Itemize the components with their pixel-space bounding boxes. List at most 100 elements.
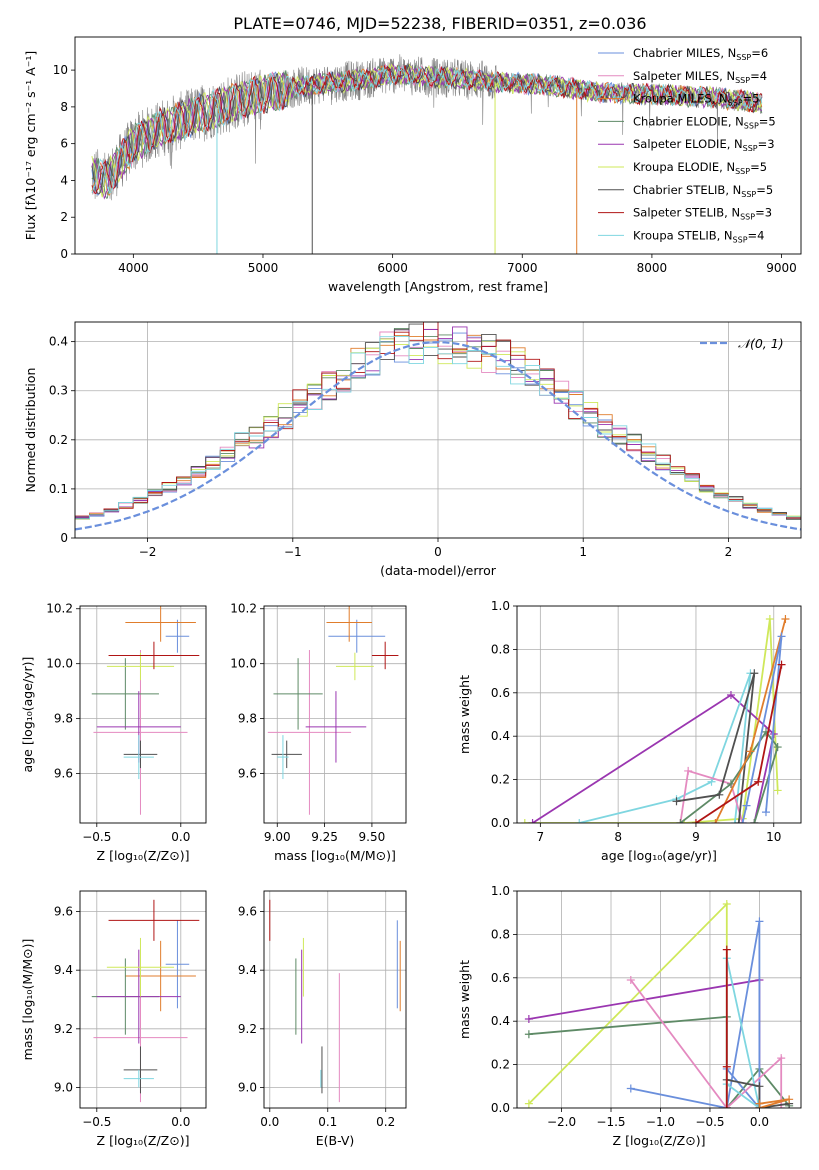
errorbar-point-salpeter_elodie xyxy=(305,691,367,763)
weight-marker xyxy=(750,819,759,823)
x-axis-label: mass [log₁₀(M/M⊙)] xyxy=(274,848,396,863)
y-tick-label: 9.0 xyxy=(54,1080,73,1094)
x-tick-label: 6000 xyxy=(377,261,408,275)
figure-title: PLATE=0746, MJD=52238, FIBERID=0351, z=0… xyxy=(233,14,646,33)
weight-marker xyxy=(715,790,724,799)
y-tick-label: 10.2 xyxy=(46,602,73,616)
y-tick-label: 0.4 xyxy=(491,729,510,743)
histogram-kroupa_stelib xyxy=(75,336,801,520)
y-tick-label: 0.4 xyxy=(491,1014,510,1028)
histogram-salpeter_stelib xyxy=(75,322,801,519)
y-tick-label: 8 xyxy=(60,100,68,114)
errorbar-point-chabrier_miles xyxy=(328,619,386,653)
legend-entry: Chabrier STELIB, NSSP=5 xyxy=(633,183,773,199)
errorbar-point-kroupa_stelib xyxy=(123,735,154,780)
y-tick-label: 6 xyxy=(60,137,68,151)
x-tick-label: 8000 xyxy=(637,261,668,275)
axes-ebv-mass: 0.0 0.1 0.2 9.0 9.2 9.4 9.6 E(B-V) xyxy=(238,890,407,1148)
weight-marker xyxy=(524,1099,533,1108)
weight-marker xyxy=(742,801,751,810)
weight-marker xyxy=(777,632,786,641)
x-tick-label: −1 xyxy=(284,545,302,559)
y-axis-label: Flux [fλ10⁻¹⁷ erg cm⁻² s⁻¹ A⁻¹] xyxy=(23,51,38,240)
weight-marker xyxy=(765,615,774,624)
legend-entry: Kroupa STELIB, NSSP=4 xyxy=(633,228,764,244)
axes-frame xyxy=(79,605,207,824)
x-tick-label: 9000 xyxy=(766,261,797,275)
plot-area xyxy=(264,891,406,1108)
y-axis-label: age [log₁₀(age/yr)] xyxy=(20,657,35,773)
plot-area xyxy=(80,891,206,1108)
y-tick-label: 10 xyxy=(53,63,68,77)
legend-entry: Chabrier ELODIE, NSSP=5 xyxy=(633,114,776,130)
y-tick-label: 9.8 xyxy=(54,712,73,726)
weight-marker xyxy=(755,1099,764,1108)
model-spectrum-salpeter_stelib xyxy=(91,64,763,195)
weight-marker xyxy=(754,777,763,786)
weight-line-chabrier_stelib xyxy=(676,673,756,823)
plot-area xyxy=(517,606,801,823)
legend-entry: Salpeter STELIB, NSSP=3 xyxy=(633,206,772,222)
x-tick-label: 9.50 xyxy=(359,830,386,844)
y-tick-label: 9.0 xyxy=(238,1080,257,1094)
y-tick-label: 9.8 xyxy=(238,712,257,726)
x-tick-label: 9.25 xyxy=(311,830,338,844)
y-tick-label: 0.1 xyxy=(49,482,68,496)
y-tick-label: 0.6 xyxy=(491,971,510,985)
errorbar-point-chabrier_miles xyxy=(165,920,190,1009)
weight-marker xyxy=(626,1084,635,1093)
x-tick-label: 10 xyxy=(766,830,781,844)
weight-marker xyxy=(520,819,529,823)
y-tick-label: 10.0 xyxy=(230,657,257,671)
weight-marker xyxy=(777,660,786,669)
axes-z-mass: −0.5 0.0 9.0 9.2 9.4 9.6 Z [log₁₀(Z/Z⊙)] mass [… xyxy=(20,890,207,1148)
axes-frame xyxy=(516,605,802,824)
weight-marker xyxy=(750,669,759,678)
y-tick-label: 1.0 xyxy=(491,884,510,898)
weight-marker xyxy=(755,917,764,926)
y-axis-label: mass [log₁₀(M/M⊙)] xyxy=(20,939,35,1061)
weight-marker xyxy=(781,615,790,624)
errorbar-point-salpeter_miles xyxy=(267,649,352,815)
y-tick-label: 0.8 xyxy=(491,642,510,656)
weight-marker xyxy=(773,743,782,752)
errorbar-point-chabrier_miles xyxy=(165,619,190,653)
plot-area xyxy=(264,606,406,823)
errorbar-point-kroupa_miles xyxy=(326,606,372,642)
errorbar-point-kroupa_stelib xyxy=(277,735,289,780)
weight-marker xyxy=(524,1030,533,1039)
errorbar-point-salpeter_elodie xyxy=(96,949,181,1044)
weight-marker xyxy=(528,819,537,823)
x-tick-label: −1.0 xyxy=(646,1115,675,1129)
errorbar-point-kroupa_elodie xyxy=(106,937,175,997)
errorbar-point-kroupa_miles xyxy=(125,940,196,1012)
errorbar-point-salpeter_stelib xyxy=(108,641,200,670)
axes-z-age: −0.5 0.0 9.6 9.8 10.0 10.2 Z [log₁₀(Z/Z⊙)] age … xyxy=(20,602,207,863)
errorbar-point-chabrier_stelib xyxy=(271,740,302,769)
weight-line-salpeter_miles xyxy=(679,769,744,823)
x-axis-label: E(B-V) xyxy=(316,1133,355,1148)
y-tick-label: 9.4 xyxy=(238,963,257,977)
x-tick-label: 7000 xyxy=(507,261,538,275)
errorbar-point-chabrier_elodie xyxy=(273,658,323,730)
x-axis-label: age [log₁₀(age/yr)] xyxy=(601,848,717,863)
y-tick-label: 10.2 xyxy=(230,602,257,616)
weight-marker xyxy=(722,900,731,909)
x-tick-label: −0.5 xyxy=(82,830,111,844)
weight-marker xyxy=(722,1104,731,1108)
weight-marker xyxy=(711,819,720,823)
weight-line-kroupa_stelib xyxy=(578,672,752,823)
legend-entry: 𝒩(0, 1) xyxy=(738,336,784,351)
x-tick-label: −0.5 xyxy=(82,1115,111,1129)
weight-line-chabrier_stelib xyxy=(726,1078,790,1108)
x-tick-label: 9 xyxy=(692,830,700,844)
weight-line-chabrier_elodie xyxy=(528,1015,790,1108)
weight-marker xyxy=(575,819,584,823)
x-axis-label: Z [log₁₀(Z/Z⊙)] xyxy=(97,848,190,863)
model-spectrum-kroupa_stelib xyxy=(91,64,763,194)
weight-marker xyxy=(707,777,716,786)
x-axis-label: Z [log₁₀(Z/Z⊙)] xyxy=(97,1133,190,1148)
x-tick-label: 0.1 xyxy=(318,1115,337,1129)
errorbar-point-salpeter_stelib xyxy=(108,899,200,941)
